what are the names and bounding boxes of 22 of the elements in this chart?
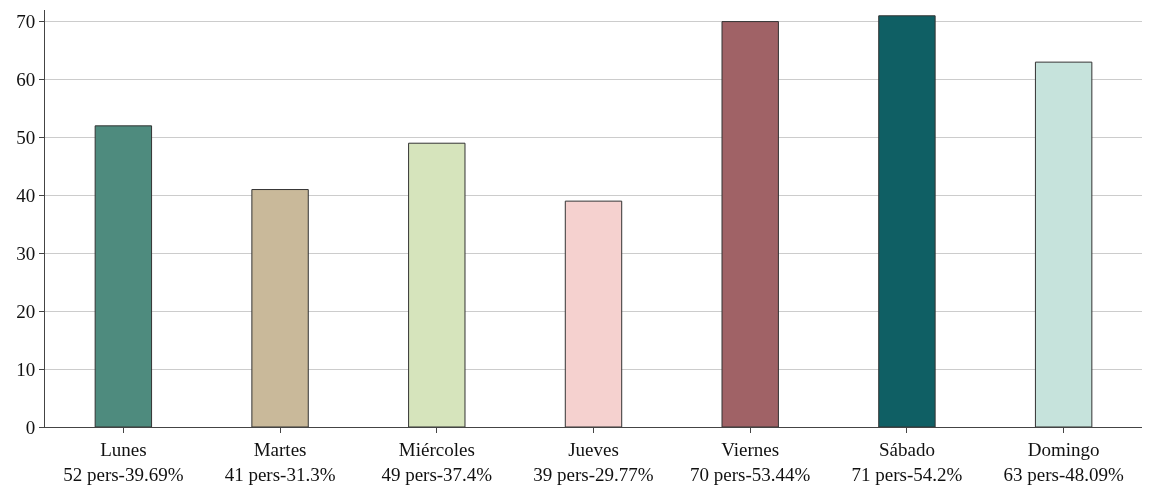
bar (721, 21, 779, 427)
bar (94, 125, 153, 427)
y-tick-label: 0 (25, 416, 36, 438)
y-tick-label: 20 (16, 300, 36, 322)
x-tick-label: Domingo 63 pers-48.09% (1003, 438, 1124, 485)
bar (564, 200, 623, 427)
y-tick-label: 50 (16, 127, 36, 149)
y-tick-label: 30 (16, 242, 36, 264)
y-tick-label: 10 (16, 358, 36, 380)
x-tick-label: Jueves 39 pers-29.77% (533, 438, 654, 485)
y-tick-label: 40 (16, 184, 36, 206)
x-tick-label: Miércoles 49 pers-37.4% (381, 438, 493, 485)
x-tick-label: Viernes 70 pers-53.44% (690, 438, 811, 485)
y-tick-label: 70 (16, 11, 36, 33)
bar (251, 189, 309, 427)
y-tick-label: 60 (16, 69, 36, 91)
bar (878, 15, 936, 427)
bar (408, 142, 466, 427)
x-tick-label: Sábado 71 pers-54.2% (851, 438, 963, 485)
bar (1034, 61, 1093, 427)
x-tick-label: Lunes 52 pers-39.69% (63, 438, 184, 485)
x-tick-label: Martes 41 pers-31.3% (224, 438, 336, 485)
